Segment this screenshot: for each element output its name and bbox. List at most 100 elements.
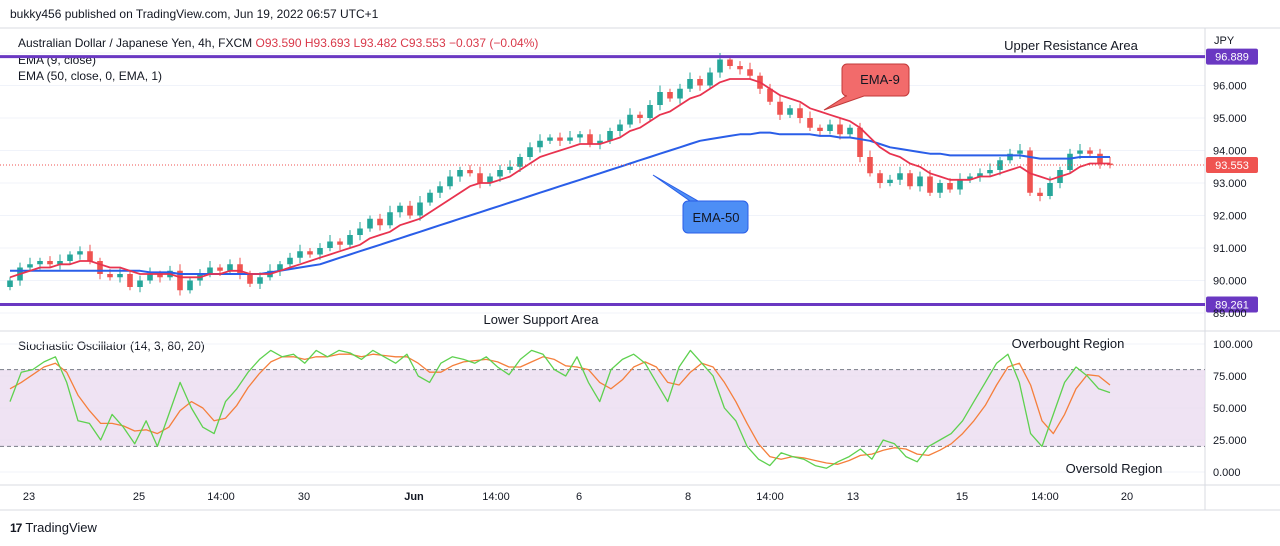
price-tick-label: 96.000 [1213, 81, 1247, 93]
candle-body [127, 274, 133, 287]
ema9-callout-bubble [823, 63, 910, 111]
candle-body [907, 173, 913, 187]
candle-body [7, 280, 13, 287]
candle-body [777, 101, 783, 115]
price-tick-label: 95.000 [1213, 113, 1247, 125]
candle-body [1017, 150, 1023, 154]
candle-body [27, 264, 33, 268]
time-tick-label: 6 [576, 491, 582, 503]
candle-body [767, 88, 773, 102]
ema9-line [9, 78, 1110, 279]
stochastic-tick-label: 100.000 [1213, 339, 1253, 351]
candle-body [97, 261, 103, 274]
time-tick-label: 14:00 [482, 491, 510, 503]
time-tick-label: 25 [133, 491, 145, 503]
candle-body [1077, 150, 1083, 154]
candle-body [617, 124, 623, 131]
symbol-legend[interactable]: Australian Dollar / Japanese Yen, 4h, FX… [18, 36, 538, 50]
candle-body [417, 202, 423, 216]
stochastic-tick-label: 50.000 [1213, 403, 1247, 415]
candle-body [927, 176, 933, 193]
stochastic-tick-label: 25.000 [1213, 435, 1247, 447]
price-tick-label: 89.000 [1213, 308, 1247, 320]
price-pane [0, 53, 1205, 307]
candle-body [437, 186, 443, 193]
level-price-tag [1206, 296, 1258, 313]
candle-body [647, 105, 653, 118]
candle-body [747, 69, 753, 76]
price-tick-label: 90.000 [1213, 276, 1247, 288]
candle-body [77, 251, 83, 255]
candle-body [877, 173, 883, 183]
candle-body [407, 205, 413, 216]
candle-body [467, 170, 473, 174]
stochastic-k-line [9, 349, 1111, 469]
candle-body [847, 127, 853, 135]
candle-body [447, 176, 453, 187]
candle-body [597, 140, 603, 144]
candle-body [657, 92, 663, 105]
time-tick-label: 23 [23, 491, 35, 503]
candle-body [567, 137, 573, 141]
candle-body [397, 205, 403, 213]
candle-body [287, 257, 293, 265]
candle-body [1027, 150, 1033, 193]
price-tick-label: 94.000 [1213, 146, 1247, 158]
candle-body [377, 218, 383, 226]
candle-body [577, 134, 583, 138]
candle-body [47, 261, 53, 265]
symbol-name: Australian Dollar / Japanese Yen, 4h, FX… [18, 36, 253, 50]
ema50-callout-bubble [652, 174, 749, 234]
candle-body [727, 59, 733, 66]
candle-body [917, 176, 923, 187]
candle-body [897, 173, 903, 180]
candle-body [247, 274, 253, 284]
oversold-label: Oversold Region [1066, 461, 1163, 476]
candle-body [1047, 183, 1053, 196]
candle-body [547, 137, 553, 141]
candle-body [497, 170, 503, 177]
candle-body [207, 267, 213, 274]
candle-body [147, 274, 153, 281]
ema9-callout-label: EMA-9 [860, 72, 900, 87]
overlays: Upper Resistance Area Lower Support Area E… [484, 38, 1163, 476]
candle-body [947, 183, 953, 190]
price-tick-label: 93.000 [1213, 178, 1247, 190]
candle-body [427, 192, 433, 203]
current-price-label: 93.553 [1215, 160, 1249, 172]
time-tick-label: 14:00 [756, 491, 784, 503]
overbought-label: Overbought Region [1012, 336, 1125, 351]
stochastic-legend[interactable]: Stochastic Oscillator (14, 3, 80, 20) [18, 339, 205, 353]
time-tick-label: 13 [847, 491, 859, 503]
candle-body [857, 127, 863, 157]
candle-body [357, 228, 363, 235]
candle-body [1007, 153, 1013, 161]
candle-body [827, 124, 833, 131]
candle-body [587, 134, 593, 144]
stochastic-tick-label: 0.000 [1213, 467, 1241, 479]
candle-body [627, 114, 633, 125]
candle-body [177, 270, 183, 291]
candle-body [687, 79, 693, 89]
candle-body [37, 261, 43, 265]
candle-body [957, 179, 963, 190]
time-tick-label: 14:00 [1031, 491, 1059, 503]
candle-body [347, 235, 353, 245]
candle-body [457, 170, 463, 177]
stochastic-d-line [9, 353, 1111, 465]
candle-body [977, 173, 983, 177]
ema50-legend[interactable]: EMA (50, close, 0, EMA, 1) [18, 69, 163, 83]
candle-body [837, 124, 843, 135]
candle-body [667, 92, 673, 99]
current-price-tag [1206, 157, 1258, 174]
tradingview-logo-icon: 17 [10, 520, 22, 535]
candle-body [607, 131, 613, 141]
candle-body [297, 251, 303, 258]
candle-body [327, 241, 333, 248]
candle-body [1097, 153, 1103, 164]
tradingview-watermark[interactable]: 17 TradingView [10, 520, 97, 535]
candle-body [677, 88, 683, 99]
candle-body [257, 277, 263, 284]
candle-body [1087, 150, 1093, 154]
